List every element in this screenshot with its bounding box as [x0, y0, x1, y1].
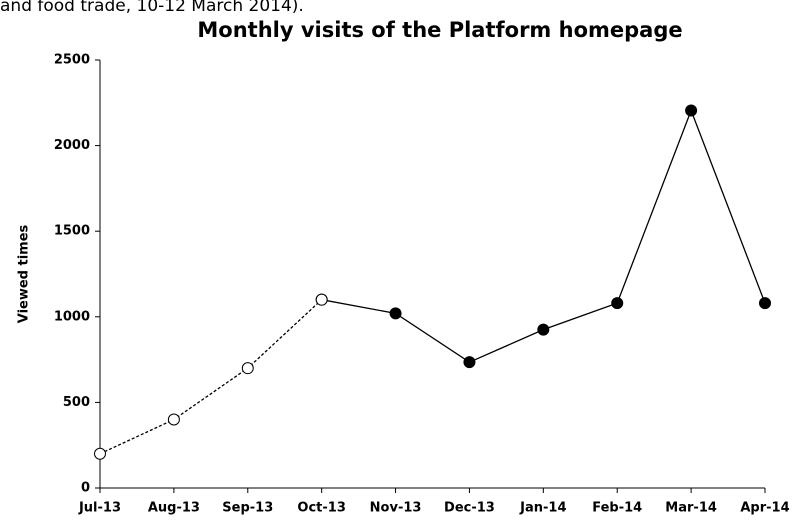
x-tick-label: Sep-13	[222, 501, 273, 516]
data-point	[611, 297, 624, 310]
data-point	[759, 297, 771, 310]
x-tick-label: Feb-14	[592, 501, 642, 516]
x-tick-label: Oct-13	[297, 501, 345, 516]
y-tick-label: 0	[81, 481, 90, 496]
data-point	[685, 104, 698, 117]
series-line	[99, 299, 323, 455]
x-tick-label: Aug-13	[148, 501, 200, 516]
data-point	[315, 293, 328, 306]
data-point	[463, 356, 476, 369]
x-tick-label: Jul-13	[78, 501, 121, 516]
data-point	[389, 307, 402, 320]
data-point	[537, 323, 550, 336]
y-tick-label: 1500	[54, 224, 90, 239]
y-tick-label: 2000	[54, 138, 90, 153]
data-point	[94, 447, 106, 460]
x-tick-label: Apr-14	[740, 501, 789, 516]
y-tick-label: 1000	[54, 309, 90, 324]
y-axis-label: Viewed times	[17, 224, 32, 323]
x-tick-label: Nov-13	[370, 501, 422, 516]
x-tick-label: Mar-14	[665, 501, 717, 516]
y-tick-label: 500	[63, 395, 90, 410]
chart-title: Monthly visits of the Platform homepage	[197, 18, 682, 42]
context-text: and food trade, 10-12 March 2014).	[0, 0, 304, 16]
x-tick-label: Dec-13	[444, 501, 495, 516]
data-point	[241, 362, 254, 375]
data-point	[167, 413, 180, 426]
x-tick-label: Jan-14	[519, 501, 566, 516]
y-tick-label: 2500	[54, 53, 90, 68]
